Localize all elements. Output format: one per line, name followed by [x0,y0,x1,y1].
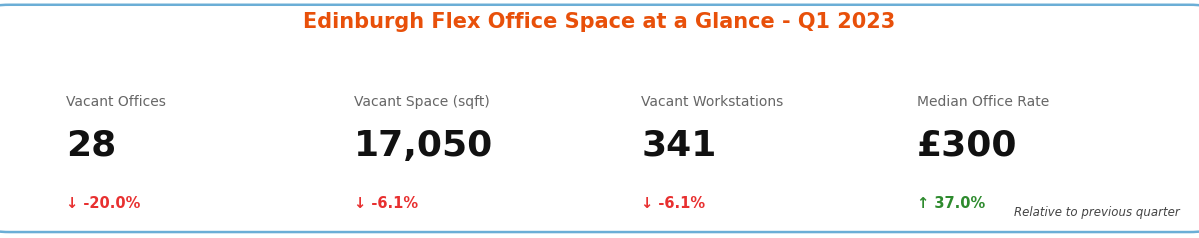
Text: Vacant Offices: Vacant Offices [66,95,165,109]
Text: Vacant Space (sqft): Vacant Space (sqft) [354,95,489,109]
Text: 28: 28 [66,129,116,163]
Text: ↓ -6.1%: ↓ -6.1% [354,196,417,211]
Text: Median Office Rate: Median Office Rate [917,95,1049,109]
Text: £300: £300 [917,129,1018,163]
FancyBboxPatch shape [0,5,1199,232]
Text: Relative to previous quarter: Relative to previous quarter [1014,206,1180,219]
Text: ↓ -6.1%: ↓ -6.1% [641,196,705,211]
Text: ↓ -20.0%: ↓ -20.0% [66,196,140,211]
Text: 17,050: 17,050 [354,129,493,163]
Text: Edinburgh Flex Office Space at a Glance - Q1 2023: Edinburgh Flex Office Space at a Glance … [303,12,896,32]
Text: 341: 341 [641,129,717,163]
Text: ↑ 37.0%: ↑ 37.0% [917,196,986,211]
Text: Vacant Workstations: Vacant Workstations [641,95,784,109]
